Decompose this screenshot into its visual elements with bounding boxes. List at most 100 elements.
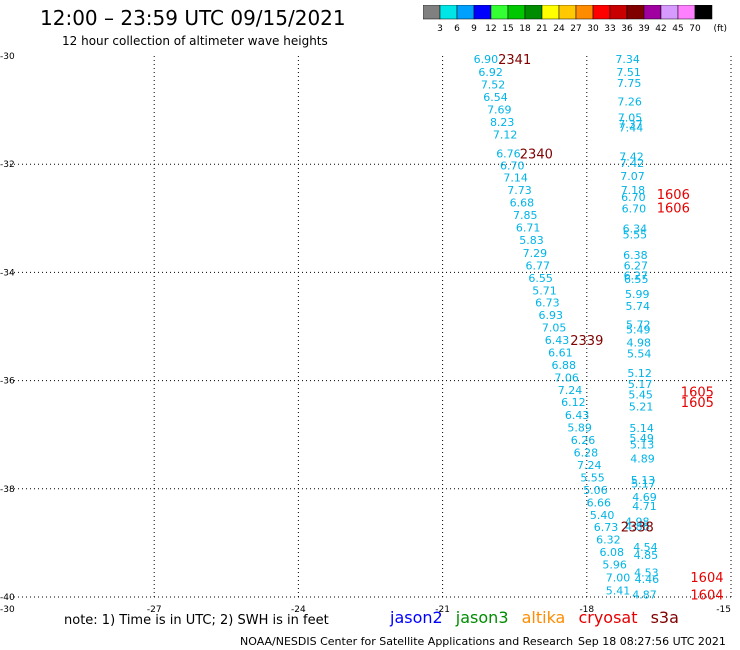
pass-number-label: 2340 [520, 147, 553, 162]
latitude-label: -34 [0, 268, 15, 278]
swh-observation: 7.37 [618, 118, 643, 131]
legend-label: 33 [604, 24, 615, 34]
swh-observation: 6.12 [561, 396, 586, 409]
satellite-s3a: s3a [650, 608, 679, 627]
swh-observation: 7.44 [619, 121, 644, 134]
swh-observation: 5.99 [625, 288, 650, 301]
legend-unit: (ft) [713, 24, 727, 34]
swh-observation: 6.77 [526, 259, 551, 272]
swh-observation: 5.49 [629, 432, 654, 445]
swh-observation: 7.26 [617, 95, 642, 108]
swh-observation: 5.71 [532, 284, 557, 297]
pass-number-label: 1606 [657, 201, 690, 216]
swh-observation: 7.73 [507, 184, 532, 197]
swh-observation: 6.70 [500, 159, 525, 172]
satellite-cryosat: cryosat [578, 608, 638, 627]
swh-observation: 4.85 [634, 549, 659, 562]
pass-number-label: 1604 [690, 571, 723, 586]
swh-observation: 6.43 [545, 334, 570, 347]
longitude-label: -21 [435, 605, 450, 615]
swh-observation: 6.66 [587, 496, 612, 509]
swh-observation: 5.45 [628, 389, 653, 402]
swh-observation: 5.06 [583, 484, 608, 497]
pass-number-label: 1605 [681, 396, 714, 411]
swh-observation: 6.73 [535, 297, 560, 310]
swh-observation: 7.24 [558, 384, 583, 397]
pass-number-label: 1604 [690, 588, 723, 603]
swh-observation: 6.70 [622, 203, 647, 216]
swh-observation: 6.27 [624, 270, 649, 283]
legend-swatch [694, 5, 713, 20]
swh-observation: 5.83 [519, 234, 544, 247]
swh-observation: 6.88 [551, 359, 576, 372]
longitude-label: -30 [0, 605, 15, 615]
swh-observation: 5.55 [623, 229, 648, 242]
swh-observation: 6.92 [478, 66, 503, 79]
swh-observation: 5.40 [590, 509, 615, 522]
swh-observation: 7.24 [577, 459, 602, 472]
swh-observation: 5.12 [627, 367, 652, 380]
swh-observation: 5.13 [630, 438, 655, 451]
swh-observation: 5.96 [602, 559, 627, 572]
swh-observation: 8.23 [490, 116, 515, 129]
pass-number-label: 2338 [621, 521, 654, 536]
satellite-legend: jason2 jason3 altika cryosat s3a [390, 608, 687, 627]
swh-observation: 7.12 [493, 128, 518, 141]
swh-observation: 6.71 [516, 221, 541, 234]
longitude-label: -27 [147, 605, 162, 615]
swh-observation: 5.49 [626, 324, 651, 337]
swh-observation: 6.08 [600, 546, 625, 559]
swh-observation: 5.17 [628, 378, 653, 391]
legend-label: 3 [437, 24, 443, 34]
legend-label: 27 [570, 24, 581, 34]
legend-label: 39 [638, 24, 650, 34]
swh-observation: 6.43 [565, 409, 590, 422]
swh-observation: 5.74 [626, 300, 651, 313]
swh-observation: 4.89 [630, 453, 655, 466]
swh-observation: 5.54 [627, 348, 652, 361]
legend-label: 24 [553, 24, 565, 34]
generation-timestamp: Sep 18 08:27:56 UTC 2021 [578, 635, 726, 648]
swh-observation: 7.00 [606, 572, 631, 585]
swh-observation: 7.18 [621, 184, 646, 197]
swh-observation: 4.87 [632, 588, 657, 601]
swh-observation: 6.38 [623, 249, 648, 262]
latitude-label: -38 [0, 485, 15, 495]
swh-observation: 6.55 [624, 273, 649, 286]
swh-observation: 5.13 [631, 474, 656, 487]
swh-observation: 7.05 [618, 112, 643, 125]
swh-observation: 5.89 [567, 422, 592, 435]
swh-observation: 7.06 [554, 371, 579, 384]
longitude-label: -15 [716, 605, 731, 615]
swh-observation: 7.52 [481, 79, 506, 92]
swh-observation: 7.75 [617, 77, 642, 90]
credit-line: NOAA/NESDIS Center for Satellite Applica… [240, 635, 574, 648]
swh-observation: 7.42 [619, 151, 644, 164]
swh-observation: 6.93 [539, 309, 564, 322]
satellite-jason3: jason3 [455, 608, 509, 627]
swh-observation: 5.21 [629, 401, 654, 414]
swh-observation: 6.73 [594, 521, 619, 534]
swh-observation: 4.71 [632, 500, 657, 513]
swh-observation: 5.14 [629, 422, 654, 435]
legend-label: 45 [672, 24, 683, 34]
swh-observation: 4.54 [633, 541, 658, 554]
longitude-label: -18 [579, 605, 594, 615]
legend-label: 30 [587, 24, 599, 34]
swh-observation: 6.32 [596, 534, 621, 547]
swh-observation: 4.98 [625, 515, 650, 528]
swh-observation: 6.26 [571, 434, 596, 447]
swh-observation: 7.05 [542, 322, 567, 335]
latitude-label: -36 [0, 377, 15, 387]
swh-observation: 7.51 [616, 66, 641, 79]
legend-label: 21 [536, 24, 547, 34]
color-legend: 3 6 9 12 15 18 21 24 27 30 33 36 39 42 45 70 (ft) [423, 5, 727, 34]
legend-label: 12 [485, 24, 496, 34]
swh-observation: 6.54 [483, 91, 508, 104]
swh-observation: 4.46 [635, 573, 660, 586]
swh-observation: 5.55 [580, 471, 605, 484]
swh-observation: 6.34 [623, 223, 648, 236]
swh-observation: 5.17 [631, 477, 656, 490]
swh-observation: 7.85 [513, 209, 538, 222]
